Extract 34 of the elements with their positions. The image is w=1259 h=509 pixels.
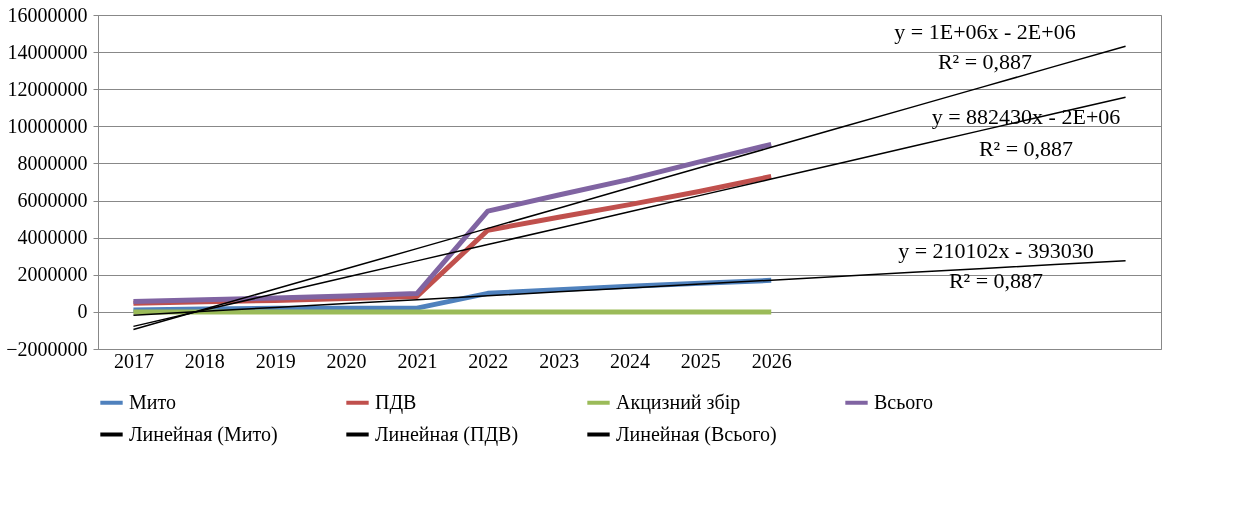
annotation: y = 210102x - 393030 (898, 238, 1094, 263)
annotation: R² = 0,887 (948, 268, 1044, 293)
y-tick-label: 8000000 (17, 151, 88, 174)
legend-label: Всього (874, 390, 934, 413)
legend-label: Акцизний збір (616, 390, 741, 414)
x-tick-label: 2017 (113, 349, 154, 372)
legend-label: Линейная (Всього) (616, 422, 777, 446)
line-series (132, 45, 1127, 331)
legend-label: ПДВ (375, 390, 417, 414)
x-tick-label: 2020 (326, 349, 367, 372)
legend-label: Линейная (Мито) (129, 422, 278, 446)
y-tick-label: 12000000 (7, 77, 88, 100)
y-tick-label: −2000000 (6, 337, 88, 360)
y-tick-label: 2000000 (17, 263, 88, 286)
y-tick-label: 14000000 (7, 40, 88, 63)
x-tick-label: 2023 (539, 349, 580, 372)
y-tick-label: 6000000 (17, 189, 88, 212)
y-tick-label: 4000000 (17, 226, 88, 249)
y-tick-label: 16000000 (7, 3, 88, 26)
annotation: R² = 0,887 (937, 49, 1033, 74)
x-tick-label: 2022 (468, 349, 509, 372)
annotation: y = 1E+06x - 2E+06 (894, 19, 1076, 44)
x-tick-label: 2018 (184, 349, 225, 372)
x-tick-label: 2025 (680, 349, 721, 372)
x-tick-label: 2021 (397, 349, 438, 372)
legend-label: Линейная (ПДВ) (375, 422, 519, 446)
x-tick-label: 2024 (610, 349, 650, 372)
legend-label: Мито (129, 390, 176, 413)
y-tick-label: 10000000 (7, 114, 88, 137)
annotation: R² = 0,887 (978, 136, 1074, 161)
annotation: y = 882430x - 2E+06 (931, 104, 1121, 129)
x-tick-label: 2019 (255, 349, 296, 372)
x-tick-label: 2026 (751, 349, 792, 372)
y-tick-label: 0 (77, 300, 88, 323)
